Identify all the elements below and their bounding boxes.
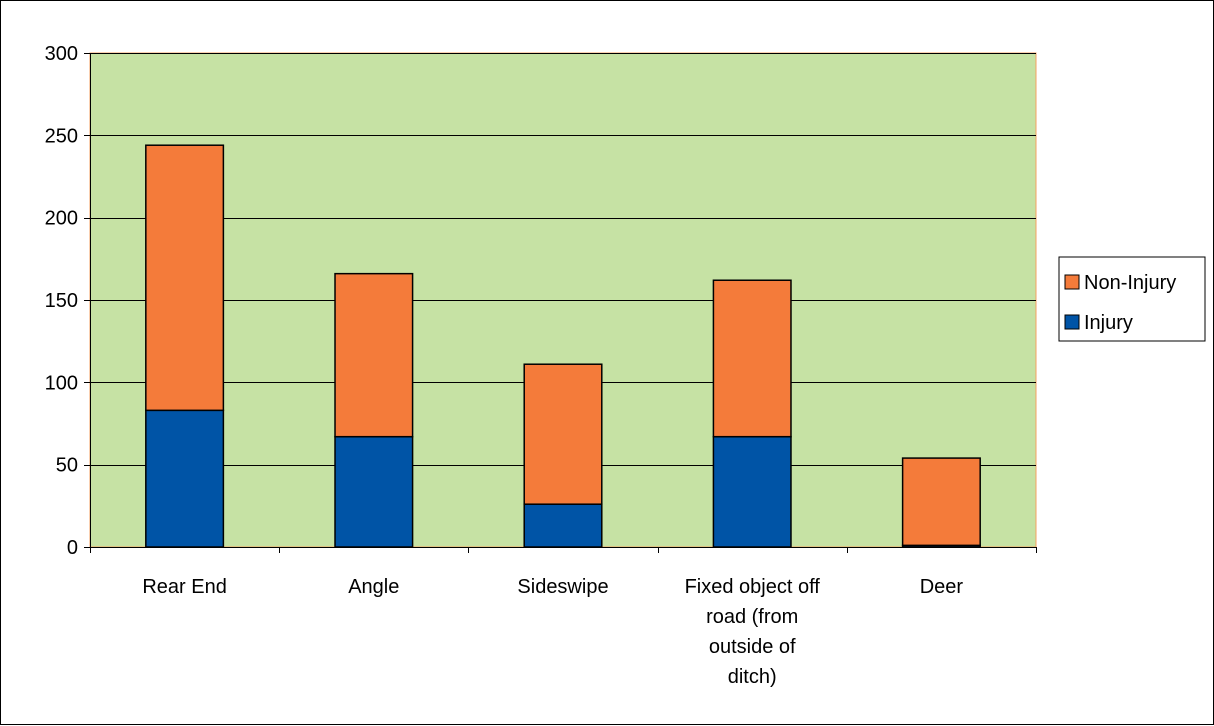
bar-injury-2: [334, 435, 414, 548]
x-tick-label-1: Rear End: [142, 576, 227, 598]
bars: [145, 144, 981, 548]
x-tick-label-line: Sideswipe: [517, 576, 608, 598]
legend-label-non-injury: Non-Injury: [1084, 272, 1176, 294]
legend-swatch-non-injury: [1064, 274, 1080, 290]
y-tick-label-300: 300: [45, 43, 78, 65]
y-tick-label-50: 50: [56, 455, 78, 477]
bar-non-injury-5: [901, 457, 981, 547]
x-tick-labels: Rear End Angle Sideswipe Fixed object off ro…: [142, 576, 963, 688]
bar-non-injury-1: [145, 144, 225, 412]
y-tick-label-100: 100: [45, 372, 78, 394]
y-tick-label-200: 200: [45, 208, 78, 230]
x-tick-label-2: Angle: [348, 576, 399, 598]
x-tick-label-line: Rear End: [142, 576, 227, 598]
y-tick-labels: 0 50 100 150 200 250 300: [45, 43, 78, 559]
bar-injury-3: [523, 503, 603, 548]
x-tick-label-line: ditch): [728, 666, 777, 688]
gridlines: [90, 53, 1036, 466]
legend-label-injury: Injury: [1084, 312, 1133, 334]
bar-injury-1: [145, 409, 225, 548]
x-tick-label-line: Fixed object off: [685, 576, 821, 598]
bar-non-injury-4: [712, 279, 792, 438]
y-tick-label-150: 150: [45, 290, 78, 312]
x-tick-label-3: Sideswipe: [517, 576, 608, 598]
x-tick-label-line: Deer: [920, 576, 964, 598]
x-tick-label-4: Fixed object off road (from outside of ditc…: [685, 576, 821, 688]
legend-swatch-injury: [1064, 314, 1080, 330]
x-tick-label-line: outside of: [709, 636, 796, 658]
y-tick-label-0: 0: [67, 537, 78, 559]
bar-non-injury-2: [334, 272, 414, 438]
bar-injury-4: [712, 435, 792, 548]
x-tick-label-line: Angle: [348, 576, 399, 598]
bar-non-injury-3: [523, 363, 603, 505]
x-tick-label-line: road (from: [706, 606, 798, 628]
axes: [84, 53, 1037, 553]
y-tick-label-250: 250: [45, 125, 78, 147]
x-tick-label-5: Deer: [920, 576, 964, 598]
legend: Non-Injury Injury: [1058, 256, 1206, 342]
legend-box: [1058, 256, 1206, 342]
